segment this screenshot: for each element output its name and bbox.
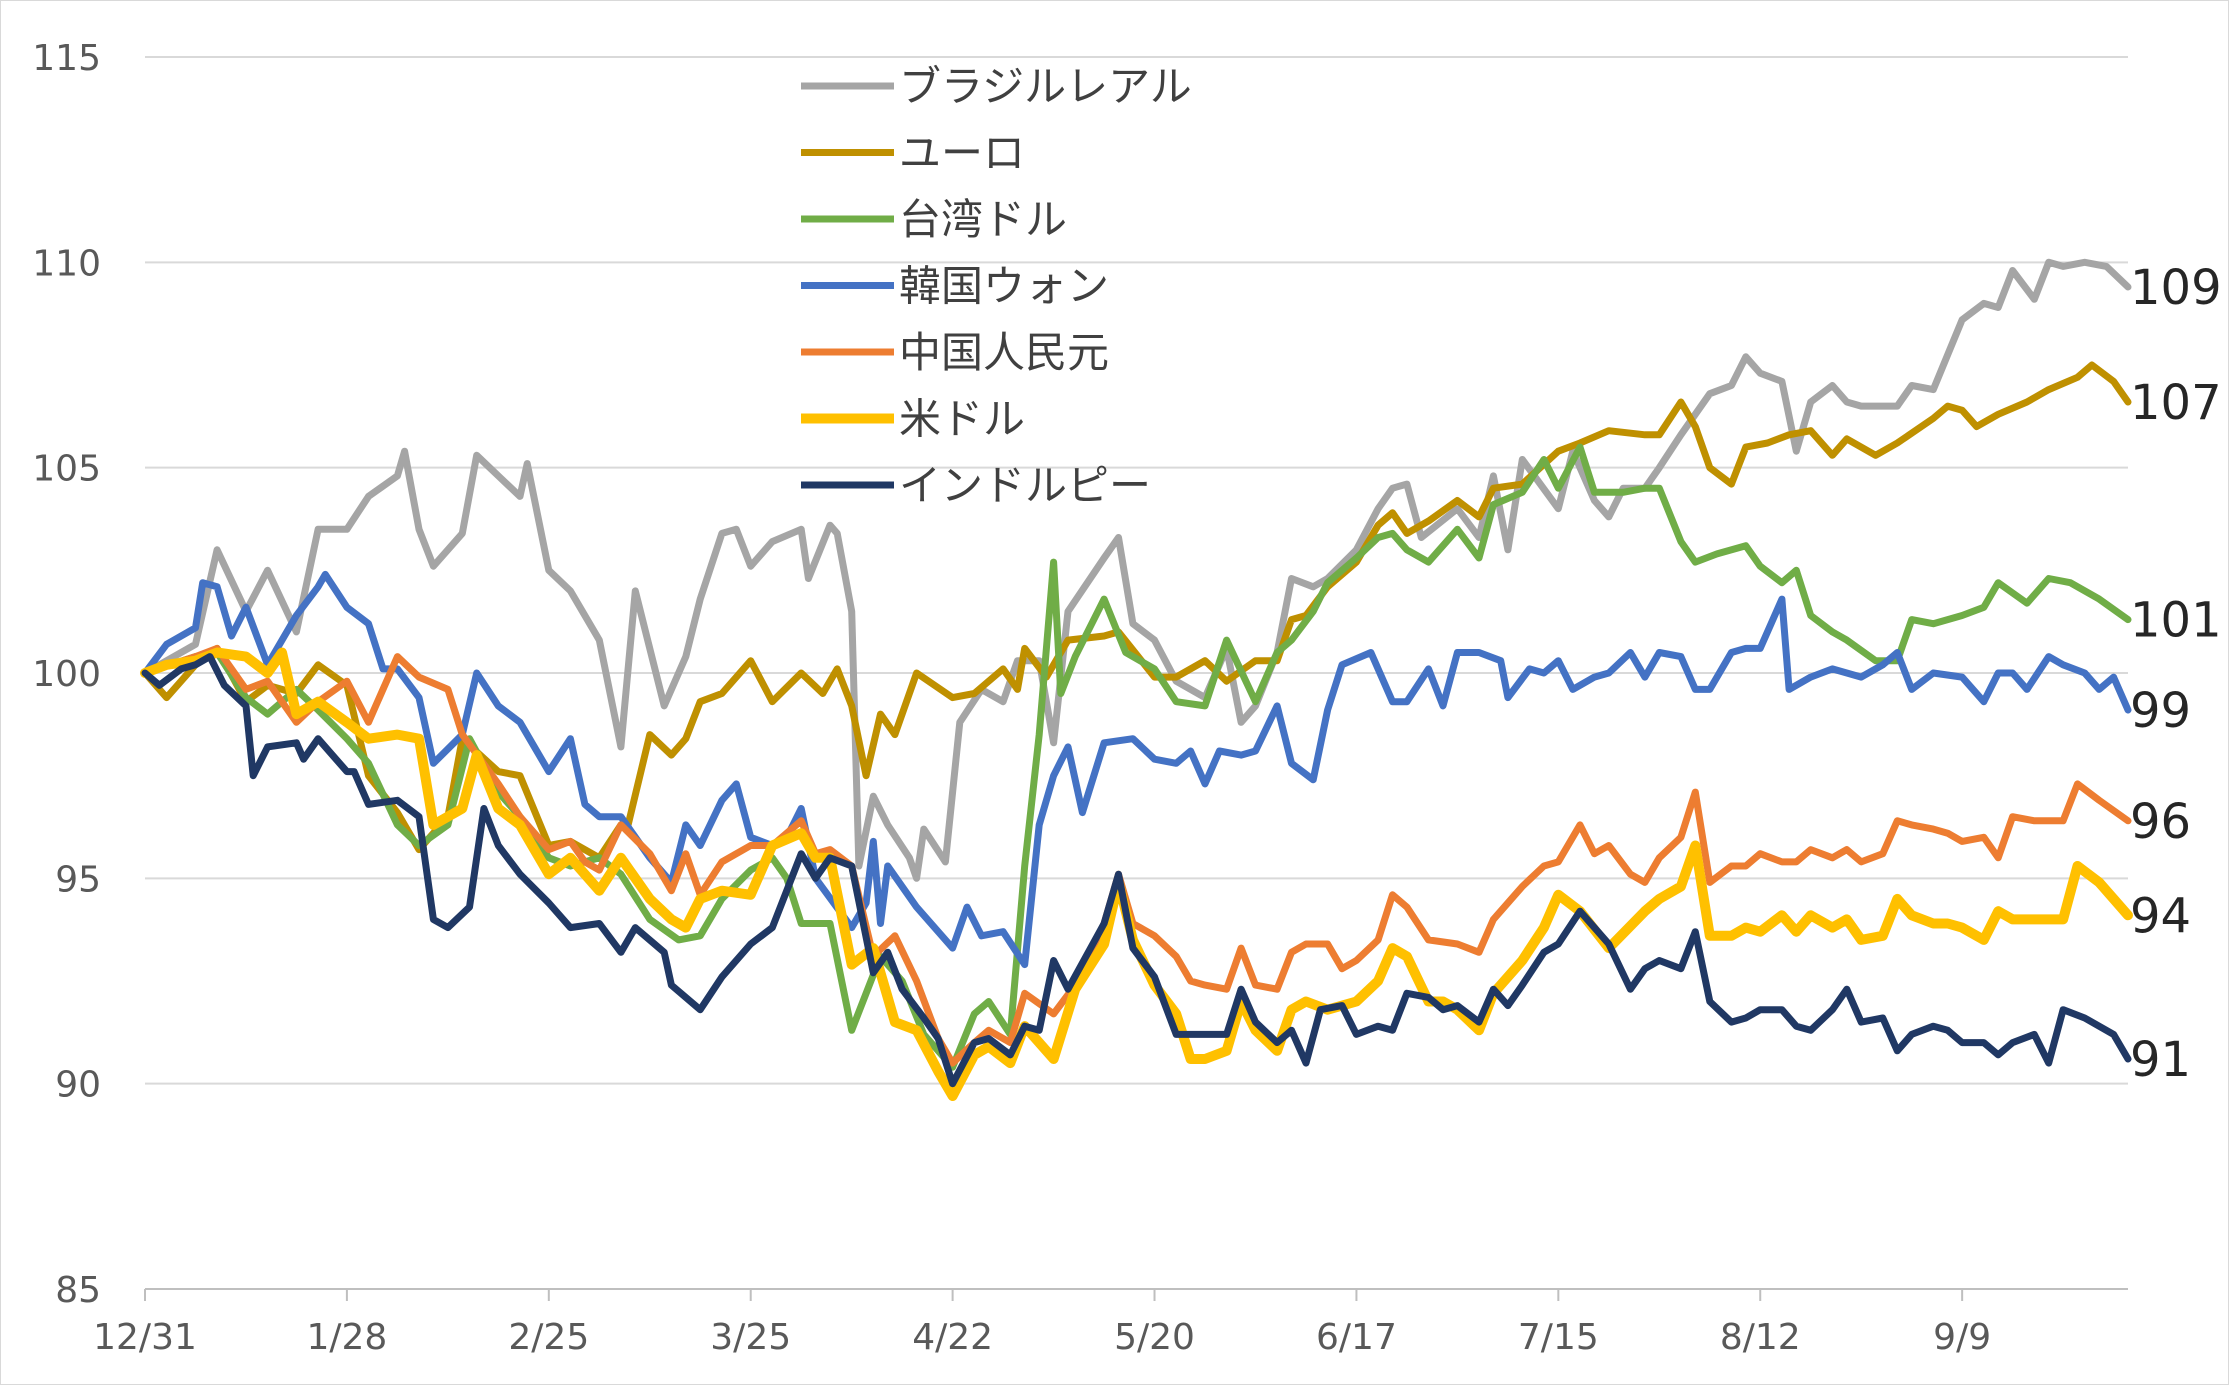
x-tick-label: 2/25	[508, 1317, 589, 1358]
end-value-label: 91	[2130, 1032, 2191, 1088]
x-axis: 12/31 1/28 2/25 3/25 4/22 5/20 6/17 7/15 8/12 9/9	[93, 1288, 2128, 1358]
y-tick-label: 100	[32, 654, 101, 695]
end-value-label: 107	[2130, 375, 2222, 431]
x-tick-label: 1/28	[306, 1317, 387, 1358]
x-tick-label: 7/15	[1518, 1317, 1599, 1358]
legend-label: ブラジルレアル	[899, 62, 1192, 111]
x-tick-label: 4/22	[912, 1317, 993, 1358]
legend-label: ユーロ	[899, 129, 1025, 178]
y-tick-label: 110	[32, 243, 101, 284]
x-tick-label: 9/9	[1933, 1317, 1991, 1358]
series-lines	[140, 258, 2133, 1101]
y-axis-ticks: 85 90 95 100 105 110 115	[32, 38, 101, 1311]
y-tick-label: 105	[32, 449, 101, 490]
x-tick-label: 3/25	[710, 1317, 791, 1358]
y-tick-label: 85	[55, 1270, 101, 1311]
series-line	[141, 644, 2132, 1067]
x-tick-label: 12/31	[93, 1317, 197, 1358]
x-tick-label: 6/17	[1316, 1317, 1397, 1358]
legend-label: 中国人民元	[899, 328, 1109, 377]
legend-label: 米ドル	[899, 395, 1025, 444]
y-tick-label: 95	[55, 859, 101, 900]
x-tick-label: 5/20	[1114, 1317, 1195, 1358]
x-tick-label: 8/12	[1720, 1317, 1801, 1358]
end-value-label: 99	[2130, 683, 2191, 739]
series-line	[141, 258, 2132, 882]
series-line	[141, 653, 2132, 1088]
legend-label: 韓国ウォン	[899, 262, 1109, 311]
legend-label: インドルピー	[899, 461, 1151, 510]
y-tick-label: 115	[32, 38, 101, 79]
end-value-label: 94	[2130, 888, 2191, 944]
series-line	[141, 570, 2132, 969]
series-line	[141, 443, 2132, 1071]
end-value-label: 109	[2130, 260, 2222, 316]
y-tick-label: 90	[55, 1065, 101, 1106]
end-value-label: 96	[2130, 794, 2191, 850]
legend-label: 台湾ドル	[899, 195, 1067, 244]
end-value-label: 101	[2130, 593, 2222, 649]
series-line	[140, 647, 2133, 1101]
series-line	[141, 361, 2132, 862]
end-labels: 109 107 101 99 96 94 91	[2130, 260, 2222, 1088]
